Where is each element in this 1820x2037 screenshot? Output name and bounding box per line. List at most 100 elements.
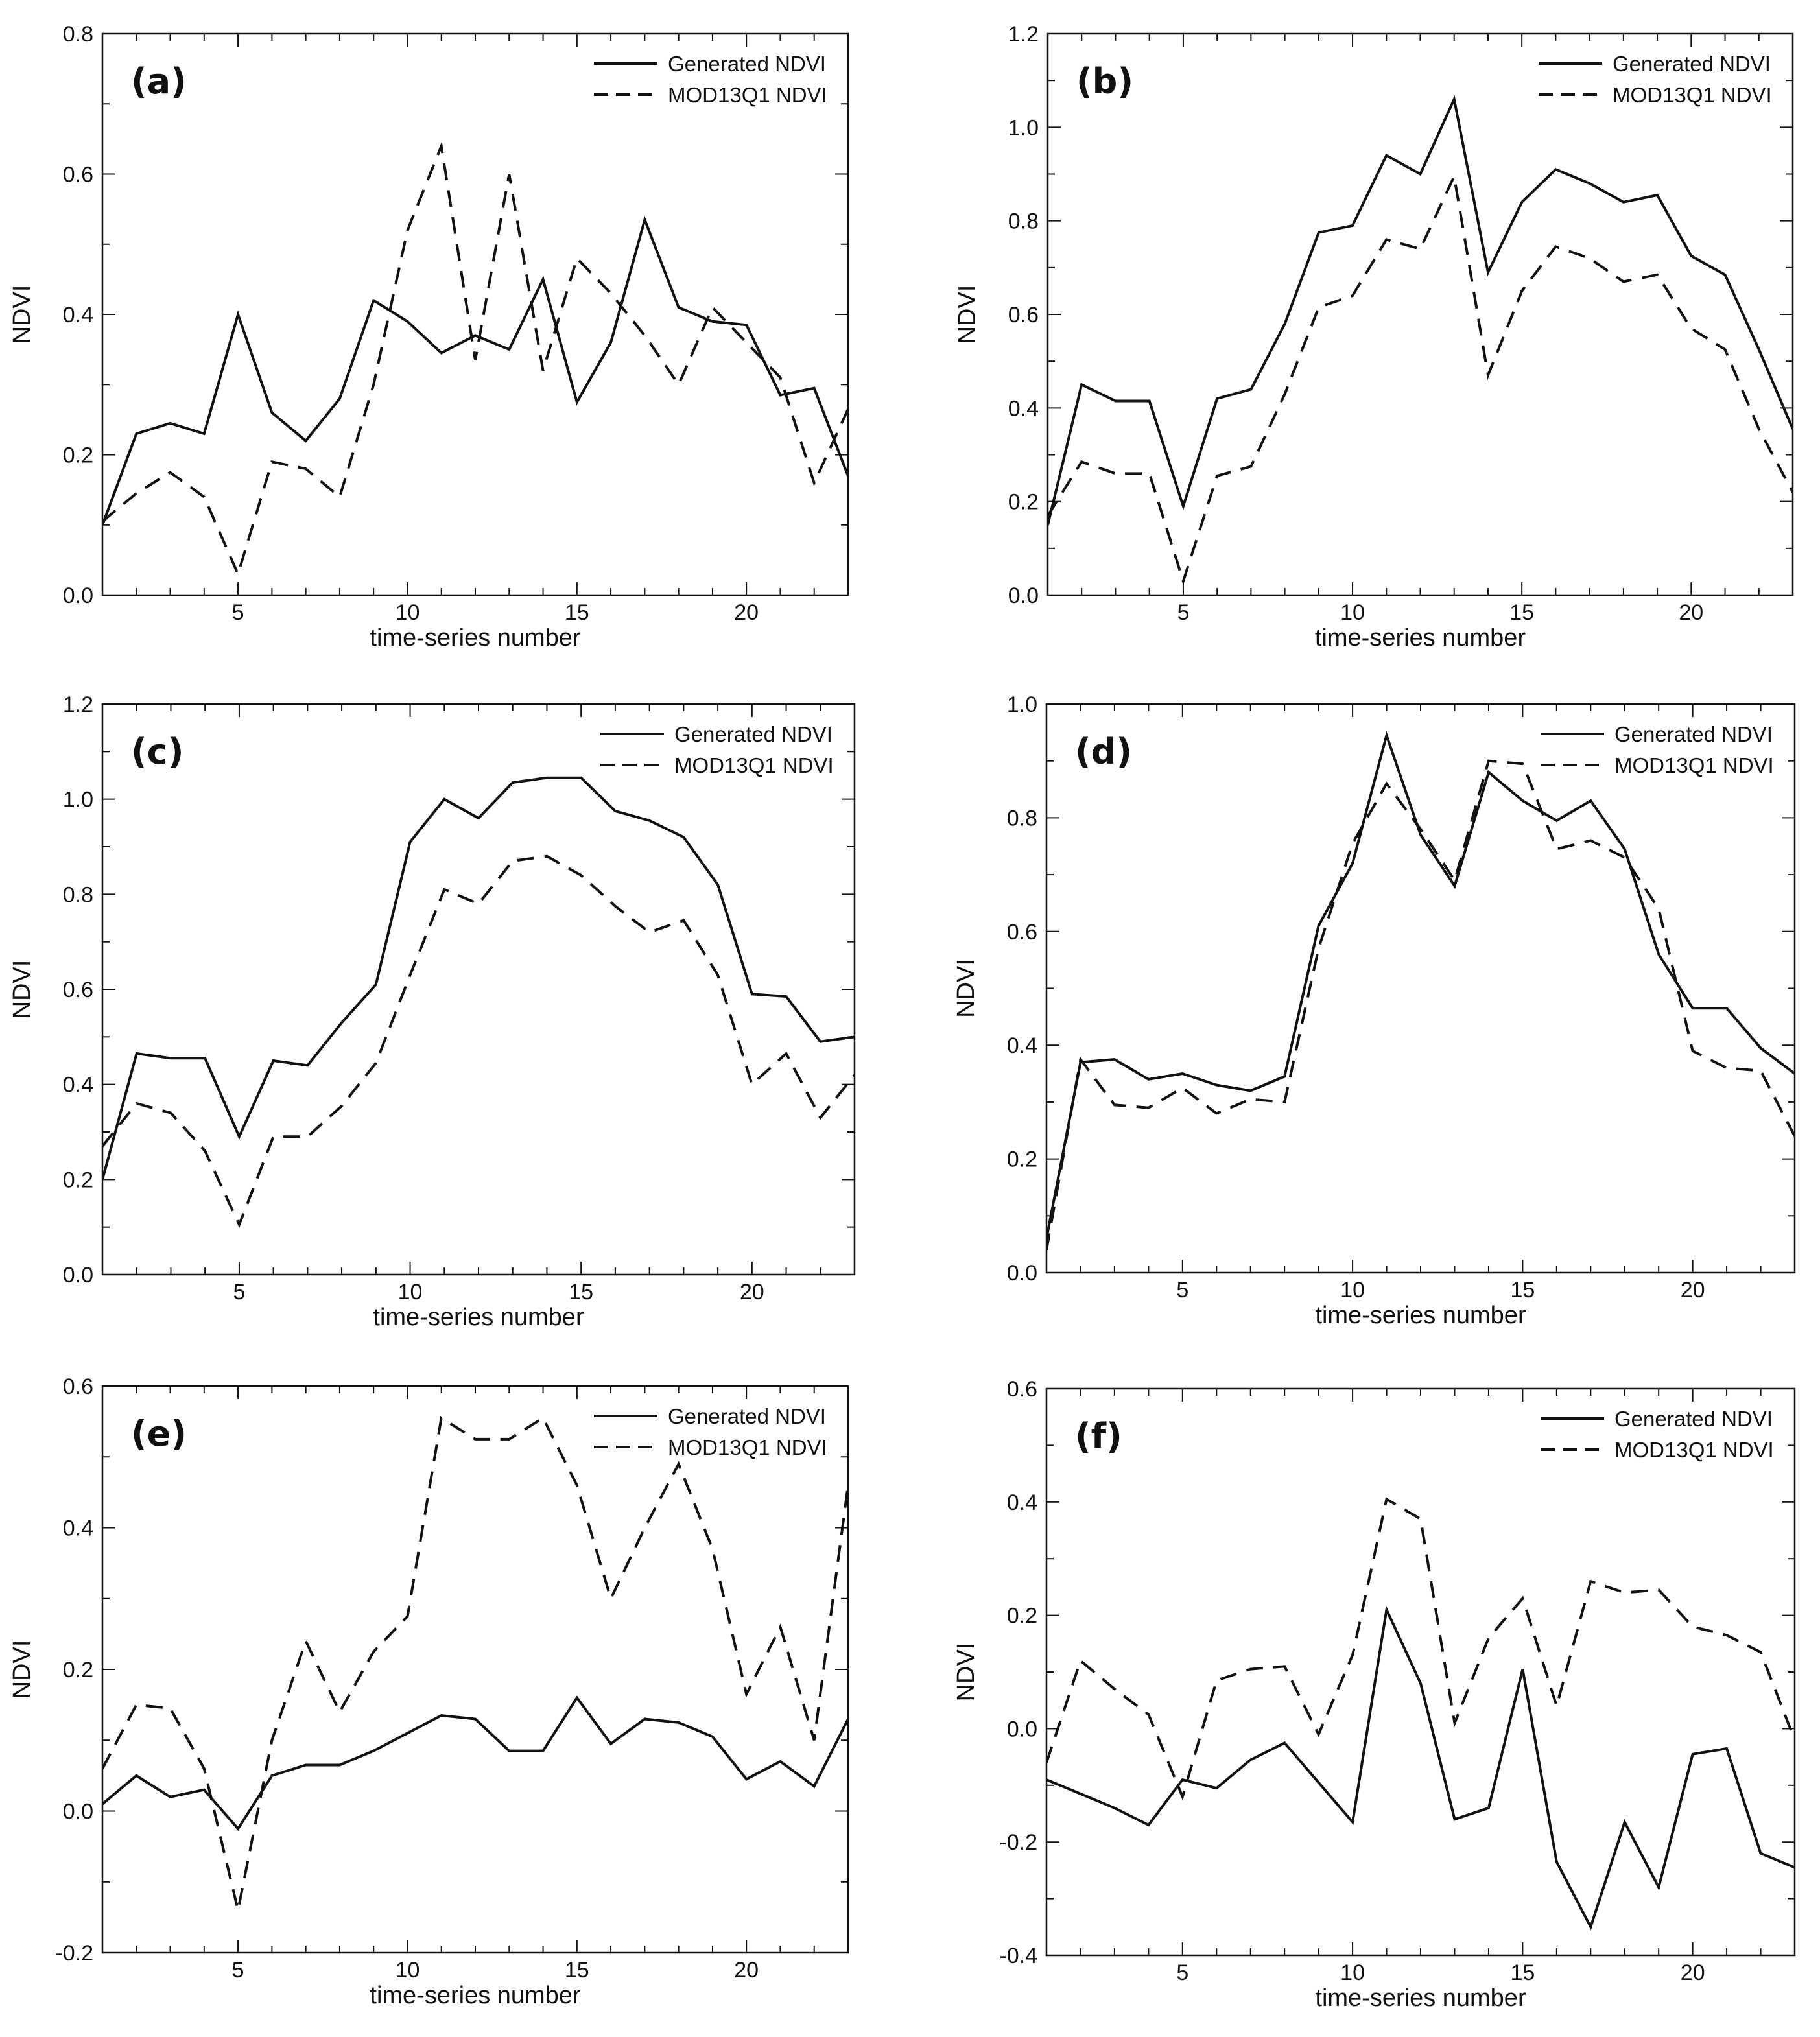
x-tick-label: 5	[1177, 600, 1189, 625]
series-line-mod13q1	[1046, 1497, 1795, 1801]
x-tick-label: 10	[1340, 600, 1365, 625]
chart-panel-c: 5 10 15 20 0.0 0.2 0.4 0.6 0.8 1.0 1.2 time-series …	[8, 692, 856, 1331]
chart-panel-d: 5 10 15 20 0.0 0.2 0.4 0.6 0.8 1.0 time-series num…	[952, 692, 1796, 1329]
x-axis-label: time-series number	[1315, 624, 1526, 652]
x-tick-label: 10	[1340, 1278, 1365, 1302]
panel-label: (f)	[1075, 1416, 1122, 1457]
legend-entry: Generated NDVI	[668, 1404, 826, 1428]
x-tick-label: 5	[233, 1280, 245, 1304]
y-tick-label: 0.0	[63, 1263, 93, 1288]
y-tick-label: -0.4	[999, 1944, 1037, 1968]
legend-entry: Generated NDVI	[1614, 722, 1773, 746]
series-line-generated	[1048, 95, 1793, 526]
panel-label: (a)	[131, 61, 187, 102]
plot-frame	[1045, 1387, 1796, 1957]
x-tick-label: 20	[1681, 1278, 1705, 1302]
y-tick-label: 0.4	[1007, 1490, 1037, 1515]
x-axis-label: time-series number	[373, 1304, 584, 1331]
y-tick-label: 0.2	[63, 1658, 93, 1682]
y-tick-label: 1.0	[1008, 115, 1039, 140]
chart-panel-b: 5 10 15 20 0.0 0.2 0.4 0.6 0.8 1.0 1.2 time-series …	[954, 22, 1794, 652]
y-axis-label: NDVI	[8, 960, 36, 1019]
series-line-mod13q1	[102, 1415, 848, 1911]
panel-label: (d)	[1075, 731, 1132, 772]
x-tick-label: 10	[1340, 1960, 1365, 1985]
x-tick-label: 5	[1176, 1960, 1188, 1985]
x-axis-label: time-series number	[370, 1982, 581, 2009]
y-tick-label: 0.6	[63, 978, 93, 1002]
y-tick-label: 1.0	[63, 788, 93, 812]
legend-entry: MOD13Q1 NDVI	[1614, 1438, 1774, 1462]
x-axis-label: time-series number	[1315, 1984, 1526, 2012]
x-tick-label: 20	[1679, 600, 1703, 625]
y-tick-label: 0.8	[63, 882, 93, 907]
series-line-generated	[1046, 731, 1795, 1239]
series-line-mod13q1	[102, 141, 848, 578]
y-tick-label: 0.6	[1007, 1377, 1037, 1402]
series-line-generated	[102, 776, 855, 1180]
x-tick-label: 20	[734, 1958, 759, 1983]
y-tick-label: 0.4	[1007, 1033, 1037, 1058]
y-tick-label: 1.2	[63, 692, 93, 717]
x-tick-label: 10	[396, 600, 420, 625]
series-line-generated	[102, 215, 848, 526]
y-tick-label: 0.0	[1007, 1717, 1037, 1741]
x-axis-label: time-series number	[370, 624, 581, 652]
x-tick-label: 20	[734, 600, 759, 625]
series-line-mod13q1	[102, 854, 855, 1229]
plot-frame	[101, 703, 856, 1276]
panel-label: (e)	[131, 1413, 187, 1454]
y-tick-label: 1.2	[1008, 22, 1039, 47]
y-tick-label: 0.2	[63, 1168, 93, 1192]
y-axis-label: NDVI	[954, 285, 981, 344]
x-tick-label: 20	[740, 1280, 764, 1304]
legend-entry: MOD13Q1 NDVI	[674, 753, 834, 777]
x-tick-label: 15	[1510, 1960, 1535, 1985]
y-tick-label: 0.8	[63, 22, 93, 47]
plot-frame	[101, 1385, 849, 1954]
y-axis-label: NDVI	[8, 285, 36, 344]
x-tick-label: 15	[565, 600, 589, 625]
chart-panel-f: 5 10 15 20 -0.4 -0.2 0.0 0.2 0.4 0.6 time-series n…	[952, 1377, 1796, 2012]
y-tick-label: 0.0	[1008, 583, 1039, 608]
panel-label: (c)	[131, 731, 183, 772]
plot-frame	[1045, 703, 1796, 1274]
y-tick-label: 0.2	[1007, 1604, 1037, 1629]
x-tick-label: 20	[1681, 1960, 1705, 1985]
y-tick-label: 0.0	[63, 1800, 93, 1824]
legend-entry: Generated NDVI	[1614, 1407, 1773, 1431]
y-tick-label: 0.6	[63, 163, 93, 187]
y-tick-label: 0.4	[63, 303, 93, 327]
y-tick-label: 0.0	[1007, 1261, 1037, 1286]
legend-entry: MOD13Q1 NDVI	[668, 1435, 827, 1459]
y-tick-label: -0.2	[55, 1941, 93, 1966]
y-tick-label: 0.2	[63, 443, 93, 468]
y-tick-label: 0.6	[63, 1374, 93, 1399]
y-axis-label: NDVI	[952, 959, 980, 1018]
y-tick-label: 0.4	[1008, 396, 1039, 421]
x-tick-label: 15	[1509, 600, 1534, 625]
plot-frame	[101, 32, 849, 596]
legend-entry: Generated NDVI	[674, 722, 833, 746]
x-tick-label: 15	[565, 1958, 589, 1983]
y-tick-label: 0.4	[63, 1073, 93, 1098]
y-tick-label: 0.6	[1008, 303, 1039, 327]
x-tick-label: 5	[1176, 1278, 1188, 1302]
series-line-generated	[1046, 1605, 1795, 1931]
y-tick-label: 1.0	[1007, 692, 1037, 717]
x-tick-label: 15	[569, 1280, 593, 1304]
series-line-mod13q1	[1046, 759, 1795, 1251]
series-line-mod13q1	[1048, 172, 1793, 586]
y-tick-label: 0.8	[1008, 209, 1039, 234]
y-tick-label: 0.2	[1008, 490, 1039, 515]
chart-panel-e: 5 10 15 20 -0.2 0.0 0.2 0.4 0.6 time-series numbe…	[8, 1374, 849, 2009]
y-tick-label: 0.0	[63, 583, 93, 608]
y-tick-label: 0.4	[63, 1516, 93, 1541]
y-axis-label: NDVI	[8, 1640, 36, 1699]
y-tick-label: 0.2	[1007, 1148, 1037, 1172]
x-tick-label: 5	[232, 600, 244, 625]
x-tick-label: 10	[396, 1958, 420, 1983]
panel-label: (b)	[1076, 61, 1133, 102]
chart-panel-a: 5 10 15 20 0.0 0.2 0.4 0.6 0.8 time-series number…	[8, 22, 849, 652]
